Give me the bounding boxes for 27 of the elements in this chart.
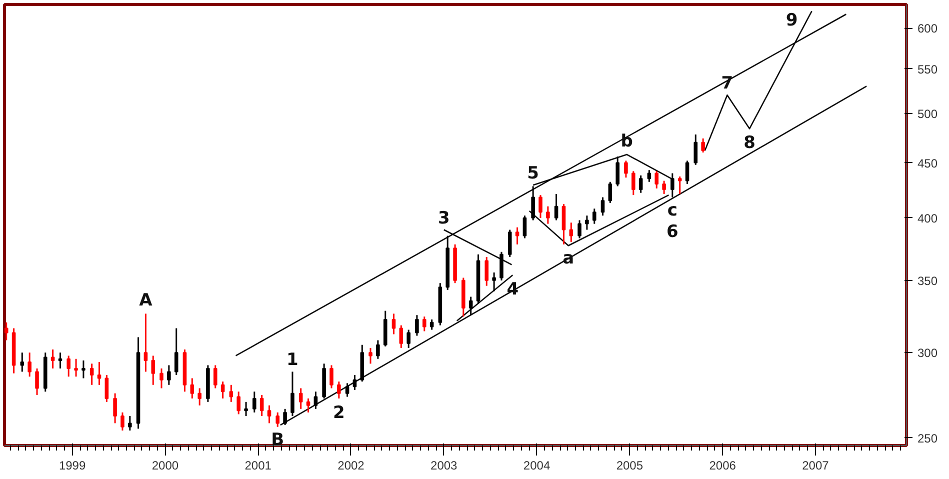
y-tick-label: 450 [918,156,938,170]
x-tick-label: 2001 [244,458,272,472]
annotation: 5 [527,164,539,184]
annotation: 6 [666,222,678,242]
annotation: 2 [333,402,345,423]
x-tick-label: 2004 [523,458,550,472]
x-tick-label: 2006 [709,458,736,472]
y-tick-label: 250 [918,431,938,446]
annotation: 1 [286,350,298,370]
y-tick-label: 400 [918,211,938,226]
y-tick-label: 500 [918,106,938,121]
x-tick-label: 2002 [338,458,365,472]
annotation: c [667,200,678,220]
x-tick-label: 1999 [58,458,86,472]
annotation: b [620,132,633,152]
x-tick-label: 2007 [802,458,830,472]
y-tick-label: 350 [918,274,938,288]
y-tick-label: 600 [918,22,938,36]
annotation: A [139,290,154,311]
annotation: 8 [744,133,756,154]
y-tick-label: 550 [918,62,938,76]
x-tick-label: 2005 [616,458,644,472]
x-tick-label: 2003 [430,458,458,472]
annotation: 3 [438,208,450,228]
x-tick-label: 2000 [152,458,179,472]
annotation: 9 [786,10,798,31]
y-tick-label: 300 [918,346,938,360]
